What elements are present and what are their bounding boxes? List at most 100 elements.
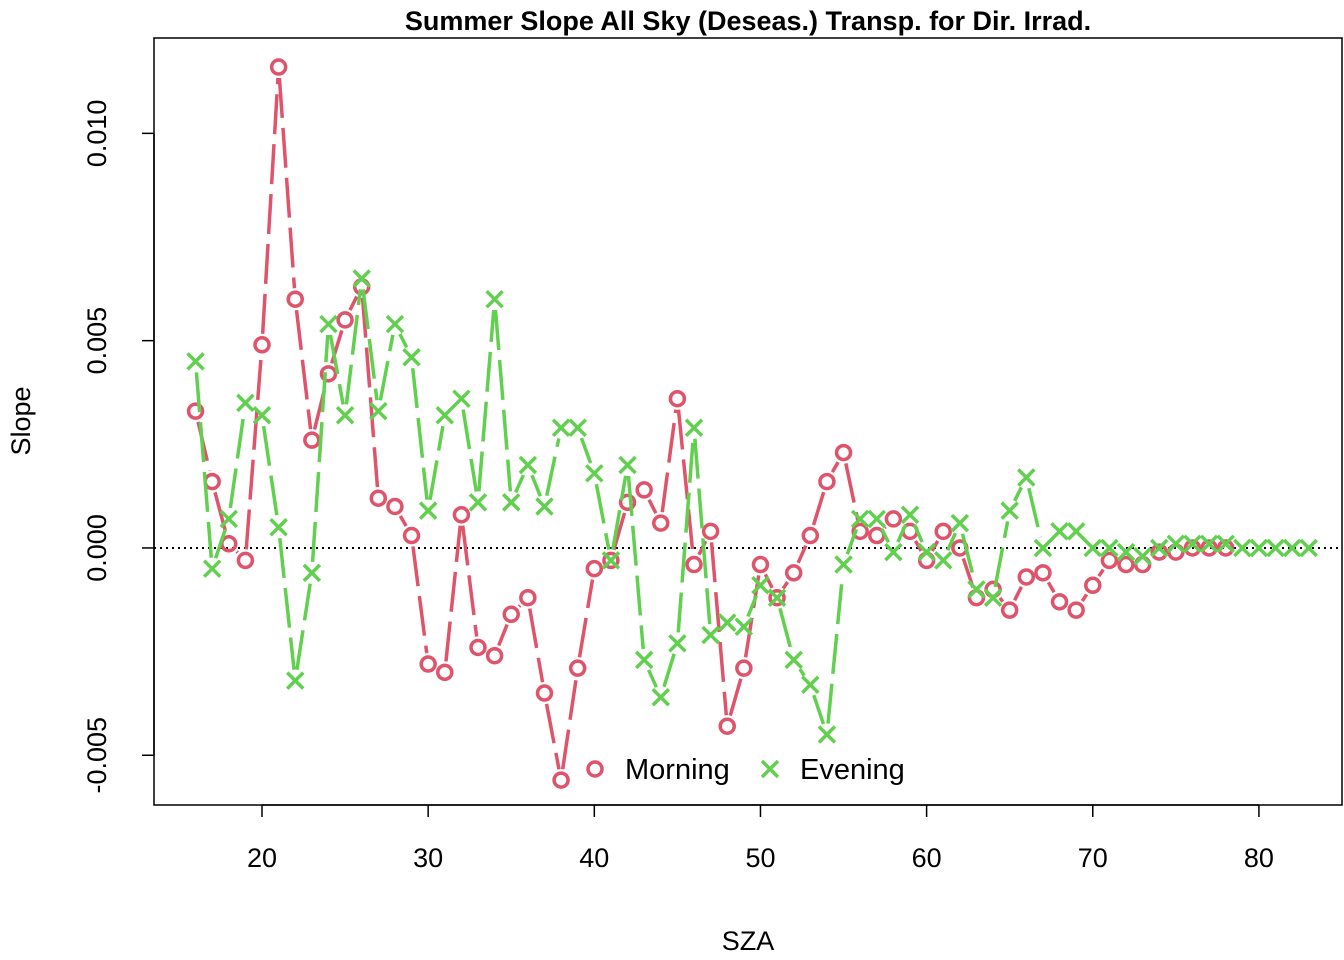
series-line-segment xyxy=(461,525,479,637)
data-point-evening xyxy=(1282,538,1302,558)
series-line-segment xyxy=(360,297,380,488)
data-point-evening xyxy=(734,617,754,636)
data-point-evening xyxy=(751,576,770,595)
series-line-segment xyxy=(398,515,408,527)
data-point-morning xyxy=(1117,555,1135,574)
series-line-segment xyxy=(461,409,478,492)
marker-stroke xyxy=(1249,538,1269,558)
series-line-segment xyxy=(626,475,645,650)
marker-stroke xyxy=(1149,538,1169,558)
data-point-evening xyxy=(402,348,421,367)
data-point-evening xyxy=(1017,468,1036,487)
data-point-evening xyxy=(1050,522,1069,541)
series-line-segment xyxy=(310,334,330,562)
series-line-segment xyxy=(693,438,712,625)
data-point-morning xyxy=(801,526,820,545)
data-point-morning xyxy=(934,522,952,541)
data-point-evening xyxy=(1149,538,1169,558)
data-point-evening xyxy=(850,509,870,529)
data-point-morning xyxy=(851,522,869,541)
data-point-morning xyxy=(568,659,587,677)
series-line-segment xyxy=(896,524,908,543)
series-line-segment xyxy=(348,295,359,311)
marker-stroke xyxy=(601,551,621,570)
series-line-segment xyxy=(830,461,840,473)
series-line-segment xyxy=(1027,487,1043,538)
series-line-segment xyxy=(763,573,774,589)
marker-stroke xyxy=(535,497,554,516)
data-point-morning xyxy=(286,290,304,308)
marker-stroke xyxy=(468,493,488,512)
data-point-morning xyxy=(1050,593,1069,611)
series-line-segment xyxy=(528,608,545,683)
data-point-evening xyxy=(1249,538,1269,558)
marker-stroke xyxy=(1233,538,1252,558)
y-axis: -0.005 0.000 0.005 0.010 xyxy=(82,100,155,794)
data-point-morning xyxy=(602,551,620,570)
data-point-evening xyxy=(468,493,488,512)
marker-stroke xyxy=(850,509,870,529)
data-point-evening xyxy=(801,675,820,695)
series-line-segment xyxy=(544,703,561,770)
data-point-evening xyxy=(668,634,687,653)
x-tick-label: 30 xyxy=(413,843,443,873)
marker-stroke xyxy=(1083,538,1103,558)
series-line-segment xyxy=(560,678,578,770)
data-point-evening xyxy=(1083,538,1103,558)
data-point-morning xyxy=(618,493,637,512)
marker-stroke xyxy=(760,759,780,779)
data-point-evening xyxy=(551,418,571,437)
x-axis-label: SZA xyxy=(722,926,775,956)
series-line-segment xyxy=(497,623,509,647)
marker-stroke xyxy=(269,517,288,537)
marker-stroke xyxy=(983,588,1003,607)
data-point-morning xyxy=(701,522,720,541)
series-line-segment xyxy=(826,575,845,724)
series-line-segment xyxy=(477,310,496,492)
series-line-segment xyxy=(294,309,313,430)
marker-stroke xyxy=(285,671,305,690)
series-line-segment xyxy=(660,409,678,513)
marker-stroke xyxy=(1199,534,1219,554)
marker-stroke xyxy=(302,563,322,583)
y-tick-label: -0.005 xyxy=(82,717,112,794)
data-point-morning xyxy=(1017,568,1036,586)
marker-stroke xyxy=(634,650,654,670)
x-tick-label: 60 xyxy=(912,843,942,873)
data-point-morning xyxy=(236,551,255,570)
series-line-segment xyxy=(746,594,758,618)
data-point-evening xyxy=(684,418,704,437)
series-line-segment xyxy=(912,524,924,543)
data-point-morning xyxy=(668,389,687,408)
series-line-segment xyxy=(278,537,296,670)
marker-stroke xyxy=(1183,534,1202,554)
data-point-morning xyxy=(735,659,753,677)
series-line-segment xyxy=(344,289,363,405)
marker-stroke xyxy=(452,389,471,408)
series-line-segment xyxy=(812,694,826,725)
data-point-evening xyxy=(501,493,521,512)
series-line-segment xyxy=(361,289,379,401)
y-axis-label: Slope xyxy=(6,386,36,455)
data-point-morning xyxy=(336,311,354,329)
legend-label-morning: Morning xyxy=(625,754,730,786)
marker-stroke xyxy=(1266,538,1285,558)
y-tick-label: 0.010 xyxy=(82,100,112,168)
series-line-segment xyxy=(676,409,695,554)
data-point-evening xyxy=(717,613,737,632)
marker-stroke xyxy=(900,505,920,525)
series-line-segment xyxy=(845,528,859,555)
data-point-evening xyxy=(335,406,355,425)
series-line-segment xyxy=(244,355,263,550)
marker-stroke xyxy=(917,542,936,562)
series-line-segment xyxy=(798,668,806,677)
data-point-morning xyxy=(768,588,786,607)
plot-area xyxy=(154,58,1342,789)
series-line-segment xyxy=(998,596,1005,603)
data-point-evening xyxy=(867,509,887,529)
marker-stroke xyxy=(402,348,421,367)
series-line-segment xyxy=(235,550,239,554)
data-point-morning xyxy=(452,506,471,524)
series-line-segment xyxy=(579,437,593,464)
series-line-segment xyxy=(1013,586,1023,602)
